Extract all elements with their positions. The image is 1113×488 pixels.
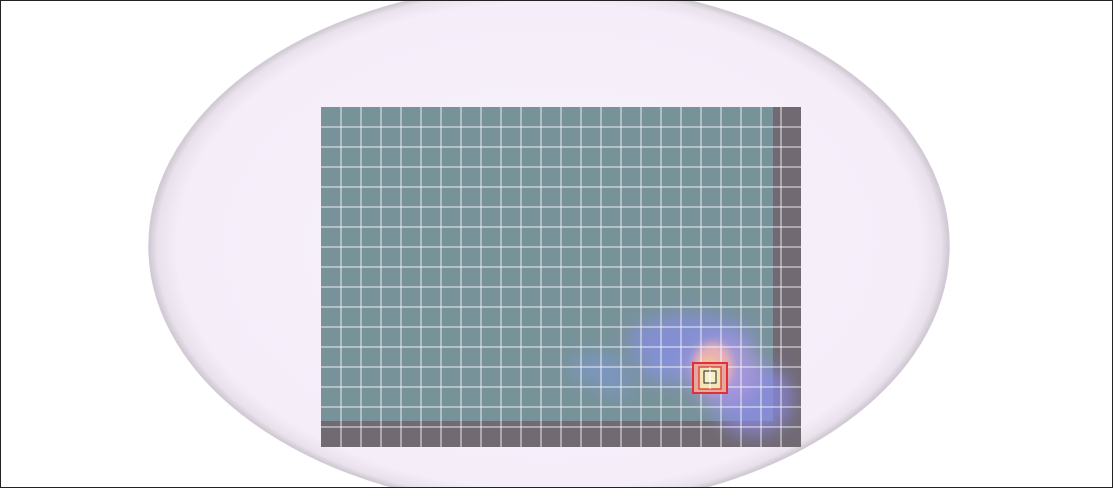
heat-blob-left (569, 355, 629, 383)
heat-blob-mid (639, 355, 699, 383)
hotspot-marker (692, 362, 728, 394)
grid-lines (321, 107, 801, 447)
